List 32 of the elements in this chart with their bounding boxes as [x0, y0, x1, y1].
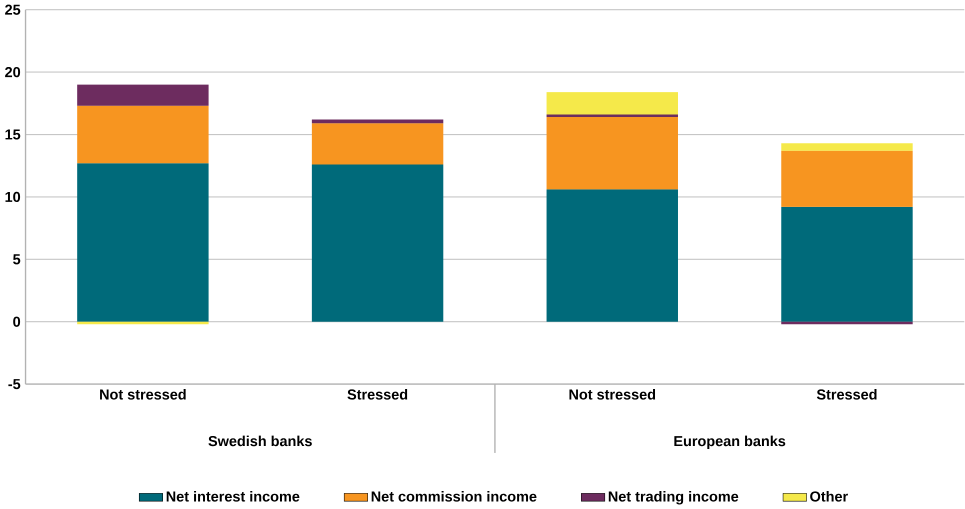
bar: [781, 206, 913, 322]
text: European banks: [674, 436, 786, 450]
bar: [312, 123, 444, 164]
bar: [77, 84, 209, 106]
bar: [781, 143, 913, 151]
y-tick-label: 0: [13, 316, 20, 327]
bar: [546, 117, 678, 190]
y-tick-label: 25: [5, 4, 20, 15]
legend-label: Net interest income: [166, 490, 300, 502]
y-tick-label: 10: [6, 192, 20, 202]
x-tick-label: Stressed: [816, 388, 877, 400]
y-tick-label: 20: [5, 66, 20, 78]
x-tick-label: Stressed: [347, 388, 408, 400]
bar: [546, 92, 678, 115]
bar: [781, 150, 913, 207]
bar: [77, 106, 209, 164]
bar: [546, 189, 678, 322]
bar: [77, 322, 209, 324]
text: Swedish banks: [208, 436, 312, 446]
y-tick-label: -5: [8, 379, 20, 390]
y-tick-label: 5: [13, 254, 20, 264]
bar: [312, 164, 444, 322]
bar: [781, 322, 913, 324]
y-tick-label: 15: [6, 129, 20, 140]
x-tick-label: Not stressed: [100, 388, 186, 400]
bar: [312, 120, 444, 124]
bar: [77, 163, 209, 322]
legend-label: Net commission income: [372, 490, 536, 502]
bar: [546, 114, 678, 118]
legend-label: Net trading income: [608, 490, 738, 505]
x-tick-label: Not stressed: [569, 388, 656, 400]
legend-label: Other: [810, 490, 848, 502]
